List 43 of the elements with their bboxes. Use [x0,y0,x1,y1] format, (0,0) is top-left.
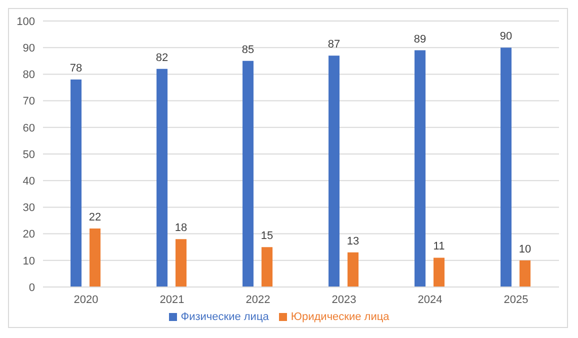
bar [156,68,168,287]
x-tick-label: 2023 [332,294,356,306]
data-label: 90 [500,30,512,43]
y-tick-label: 90 [22,42,35,55]
bar [348,252,359,287]
y-tick-label: 20 [22,228,35,241]
x-tick-label: 2022 [246,294,270,306]
data-label: 82 [156,52,168,64]
y-tick-label: 50 [22,148,35,161]
bar [520,260,531,287]
bar [90,228,101,287]
y-tick-label: 30 [22,202,35,214]
y-tick-label: 0 [28,282,35,294]
data-label: 85 [242,44,254,56]
bar [176,239,187,287]
data-label: 87 [328,38,340,51]
x-tick-label: 2021 [160,294,184,306]
x-tick-label: 2025 [504,294,528,306]
bar [434,258,445,287]
bar [70,80,82,287]
legend-label: Юридические лица [290,311,390,323]
data-label: 11 [433,240,445,253]
x-tick-label: 2020 [74,294,98,306]
y-tick-label: 10 [22,255,35,268]
bar [242,60,254,287]
x-tick-label: 2024 [418,294,442,306]
bar [328,56,340,287]
legend-label: Физические лица [180,311,269,323]
data-label: 78 [70,62,82,75]
bar [500,48,512,287]
bar [414,50,426,287]
data-label: 13 [346,235,360,248]
data-label: 15 [260,230,274,242]
y-tick-label: 80 [22,69,35,82]
data-label: 18 [174,222,188,234]
y-tick-label: 100 [16,16,35,28]
bar [262,247,273,287]
y-tick-label: 40 [22,176,35,188]
data-label: 10 [518,243,532,256]
data-label: 89 [414,33,426,46]
y-tick-label: 60 [22,122,35,134]
data-label: 22 [88,211,102,224]
y-tick-label: 70 [22,96,35,108]
